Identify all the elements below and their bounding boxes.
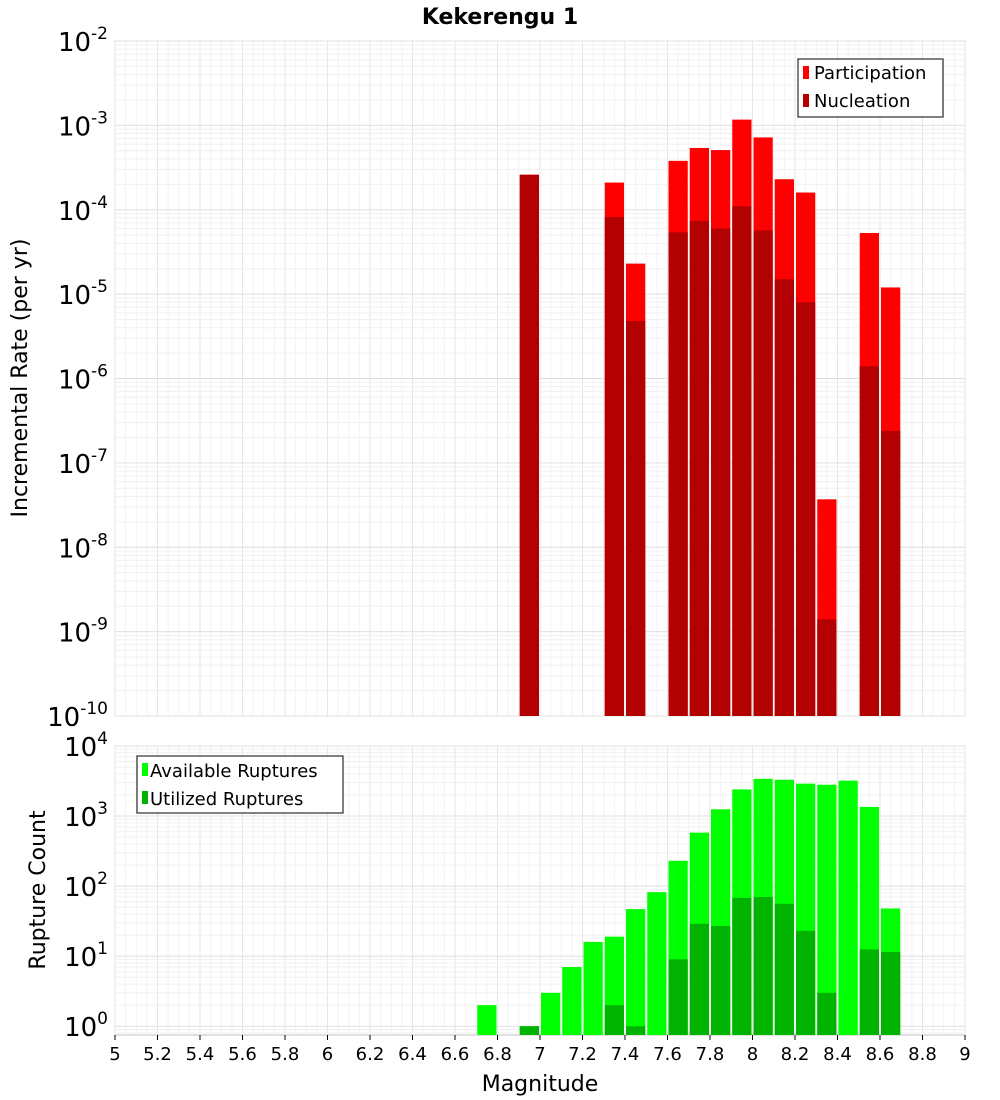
x-tick-label: 6.4: [398, 1044, 427, 1065]
count-bar-available-ruptures: [541, 992, 561, 1035]
count-y-tick-label: 104: [64, 729, 108, 763]
rate-legend-box: [797, 58, 944, 118]
count-bar-utilized-ruptures: [881, 951, 901, 1035]
rate-bar-nucleation: [689, 220, 709, 716]
count-bar-available-ruptures: [817, 784, 837, 1035]
x-tick-label: 8.8: [908, 1044, 937, 1065]
rate-y-tick-label: 10-10: [47, 699, 108, 733]
count-panel: 100 101 102 103 104 5 5.2 5.4 5.6 5.8 6 6.2 6.4 6.6 6…: [26, 729, 971, 1097]
count-y-tick-label: 102: [64, 869, 108, 903]
nucleation-legend-label: Nucleation: [814, 91, 910, 112]
count-bar-available-ruptures: [583, 941, 603, 1035]
x-tick-label: 8.2: [781, 1044, 810, 1065]
rate-bar-nucleation: [519, 174, 539, 716]
x-tick-label: 7.4: [611, 1044, 640, 1065]
rate-bar-nucleation: [881, 430, 901, 716]
count-y-axis-label: Rupture Count: [26, 810, 51, 970]
count-bar-available-ruptures: [838, 780, 858, 1035]
x-tick-label: 6.2: [356, 1044, 385, 1065]
rate-y-tick-label: 10-2: [58, 24, 108, 58]
count-y-tick-label: 100: [64, 1009, 108, 1043]
x-tick-label: 7.8: [696, 1044, 725, 1065]
rate-bars: [519, 119, 901, 717]
x-tick-label: 5.8: [271, 1044, 300, 1065]
rate-bar-nucleation: [859, 366, 879, 716]
rate-bar-nucleation: [732, 206, 752, 716]
rate-y-tick-label: 10-8: [58, 530, 108, 564]
rate-legend: Participation Nucleation: [797, 58, 944, 118]
count-legend: Available Ruptures Utilized Ruptures: [136, 755, 344, 814]
rate-y-tick-label: 10-6: [58, 362, 108, 396]
count-bar-utilized-ruptures: [668, 959, 688, 1035]
participation-swatch: [803, 66, 809, 79]
count-bars: [477, 778, 901, 1035]
x-tick-label: 7: [534, 1044, 545, 1065]
rate-y-tick-label: 10-9: [58, 615, 108, 649]
count-bar-utilized-ruptures: [604, 1005, 624, 1035]
rate-bar-nucleation: [817, 619, 837, 716]
rate-y-tick-label: 10-3: [58, 108, 108, 142]
count-bar-available-ruptures: [647, 892, 667, 1035]
count-bar-utilized-ruptures: [859, 949, 879, 1035]
participation-legend-label: Participation: [814, 63, 926, 84]
count-bar-utilized-ruptures: [817, 992, 837, 1035]
count-bar-utilized-ruptures: [711, 925, 731, 1035]
count-y-ticks: 100 101 102 103 104: [64, 729, 108, 1043]
count-bar-available-ruptures: [477, 1005, 497, 1035]
rate-bar-nucleation: [796, 302, 816, 716]
count-legend-box: [136, 755, 344, 814]
x-tick-label: 6.8: [483, 1044, 512, 1065]
rate-bar-nucleation: [711, 228, 731, 716]
rate-y-ticks: 10-10 10-9 10-8 10-7 10-6 10-5 10-4 10-3 10-2: [47, 24, 108, 733]
count-bar-utilized-ruptures: [753, 896, 773, 1035]
count-bar-utilized-ruptures: [774, 903, 794, 1035]
x-axis-label: Magnitude: [482, 1072, 599, 1097]
available-ruptures-legend-label: Available Ruptures: [150, 761, 318, 782]
chart-title: Kekerengu 1: [422, 5, 578, 30]
count-bar-utilized-ruptures: [732, 897, 752, 1035]
count-y-tick-label: 101: [64, 939, 108, 973]
rate-grid: [114, 40, 966, 717]
available-ruptures-swatch: [142, 763, 148, 776]
count-bar-available-ruptures: [626, 909, 646, 1035]
rate-y-tick-label: 10-5: [58, 277, 108, 311]
count-bar-utilized-ruptures: [796, 930, 816, 1035]
utilized-ruptures-legend-label: Utilized Ruptures: [150, 789, 303, 810]
x-tick-label: 5: [109, 1044, 120, 1065]
magnitude-x-ticks: 5 5.2 5.4 5.6 5.8 6 6.2 6.4 6.6 6.8 7 7.2 7.4 7.6 7.8 8…: [109, 1035, 971, 1065]
rate-bar-nucleation: [604, 217, 624, 716]
rate-bar-nucleation: [774, 279, 794, 716]
rate-bar-nucleation: [668, 232, 688, 716]
x-tick-label: 6: [322, 1044, 333, 1065]
rate-bar-nucleation: [626, 321, 646, 716]
x-tick-label: 7.6: [653, 1044, 682, 1065]
x-tick-label: 8.6: [866, 1044, 895, 1065]
x-tick-label: 8: [747, 1044, 758, 1065]
x-tick-label: 9: [959, 1044, 970, 1065]
count-bar-utilized-ruptures: [519, 1026, 539, 1035]
count-bar-available-ruptures: [562, 967, 582, 1035]
rate-y-tick-label: 10-4: [58, 193, 108, 227]
nucleation-swatch: [803, 94, 809, 107]
count-bar-utilized-ruptures: [689, 923, 709, 1035]
rate-panel: 10-10 10-9 10-8 10-7 10-6 10-5 10-4 10-3 10-2 In…: [8, 24, 966, 733]
rate-bar-nucleation: [753, 230, 773, 716]
count-bar-utilized-ruptures: [626, 1026, 646, 1035]
x-tick-label: 5.4: [186, 1044, 215, 1065]
count-y-tick-label: 103: [64, 799, 108, 833]
utilized-ruptures-swatch: [142, 791, 148, 804]
x-tick-label: 7.2: [568, 1044, 597, 1065]
x-tick-label: 5.6: [228, 1044, 257, 1065]
rate-y-axis-label: Incremental Rate (per yr): [8, 239, 33, 518]
rate-y-tick-label: 10-7: [58, 446, 108, 480]
x-tick-label: 8.4: [823, 1044, 852, 1065]
x-tick-label: 5.2: [143, 1044, 172, 1065]
x-tick-label: 6.6: [441, 1044, 470, 1065]
